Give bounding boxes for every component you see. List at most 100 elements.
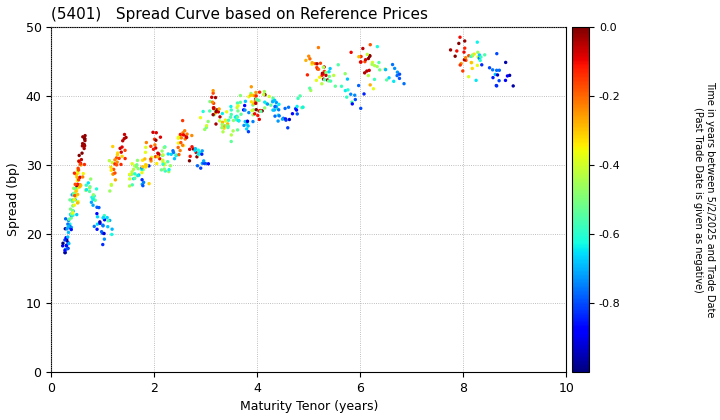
Point [502, 73, 513, 79]
Point [72, 191, 84, 198]
Point [99, 216, 110, 223]
Point [140, 149, 151, 156]
Point [316, 72, 328, 79]
Point [73, 176, 84, 183]
Point [68, 202, 80, 208]
Point [250, 98, 261, 105]
Point [113, 155, 125, 162]
Point [138, 166, 149, 173]
Point [221, 108, 233, 115]
Point [175, 139, 186, 146]
Point [158, 162, 170, 168]
Point [206, 94, 217, 101]
Point [109, 157, 121, 163]
Point [171, 152, 182, 159]
Point [508, 83, 519, 89]
Point [194, 114, 206, 121]
Point [207, 87, 219, 94]
Point [302, 71, 313, 78]
Point [456, 60, 467, 67]
Point [158, 165, 170, 172]
Point [194, 149, 205, 156]
Point [59, 247, 71, 254]
Point [137, 182, 148, 189]
Point [388, 78, 400, 85]
Point [71, 211, 83, 218]
Point [463, 74, 474, 80]
Point [383, 74, 395, 81]
Point [146, 154, 158, 161]
Point [87, 193, 99, 200]
Point [104, 217, 115, 224]
Point [353, 53, 364, 60]
Point [346, 100, 358, 107]
Point [132, 172, 144, 179]
Point [492, 71, 503, 78]
Point [91, 186, 102, 192]
Point [360, 56, 372, 63]
Point [490, 71, 501, 78]
Point [172, 144, 184, 151]
Point [111, 155, 122, 161]
Point [67, 202, 78, 209]
Point [89, 197, 101, 204]
Point [247, 111, 258, 118]
Point [217, 129, 229, 135]
Point [333, 61, 344, 68]
Point [476, 61, 487, 68]
Point [207, 99, 218, 105]
Point [131, 163, 143, 170]
Point [61, 237, 73, 244]
Point [177, 142, 189, 149]
Point [273, 106, 284, 113]
Point [61, 226, 73, 232]
Point [241, 121, 253, 128]
Point [225, 103, 237, 110]
Point [212, 106, 223, 113]
Point [192, 147, 204, 153]
Point [232, 114, 243, 121]
Point [186, 132, 197, 139]
Point [269, 113, 281, 120]
Point [196, 151, 207, 158]
Point [235, 92, 246, 99]
Point [373, 59, 384, 66]
Point [247, 102, 258, 108]
Point [245, 92, 256, 99]
Point [474, 55, 485, 62]
Point [177, 129, 189, 136]
Point [167, 147, 179, 154]
Point [195, 165, 207, 171]
Point [328, 72, 340, 79]
Point [491, 67, 503, 74]
Point [97, 223, 109, 229]
Point [99, 236, 110, 242]
Point [189, 147, 201, 154]
Point [78, 141, 90, 148]
Point [174, 132, 186, 139]
Point [269, 107, 280, 113]
Point [369, 76, 380, 83]
Point [67, 198, 78, 205]
Point [150, 137, 162, 144]
Point [297, 104, 309, 110]
Point [62, 245, 73, 252]
Point [336, 83, 347, 89]
Point [80, 187, 91, 194]
Point [192, 153, 203, 160]
Point [270, 103, 282, 110]
Point [60, 242, 72, 249]
Point [318, 64, 329, 71]
Point [294, 92, 306, 99]
Point [117, 144, 128, 150]
Point [67, 211, 78, 218]
Point [276, 116, 288, 123]
Point [59, 249, 71, 256]
Point [317, 70, 328, 77]
Point [97, 222, 109, 228]
Point [323, 78, 334, 84]
Point [454, 34, 466, 41]
Point [202, 160, 214, 167]
Point [72, 170, 84, 176]
Point [232, 126, 243, 133]
